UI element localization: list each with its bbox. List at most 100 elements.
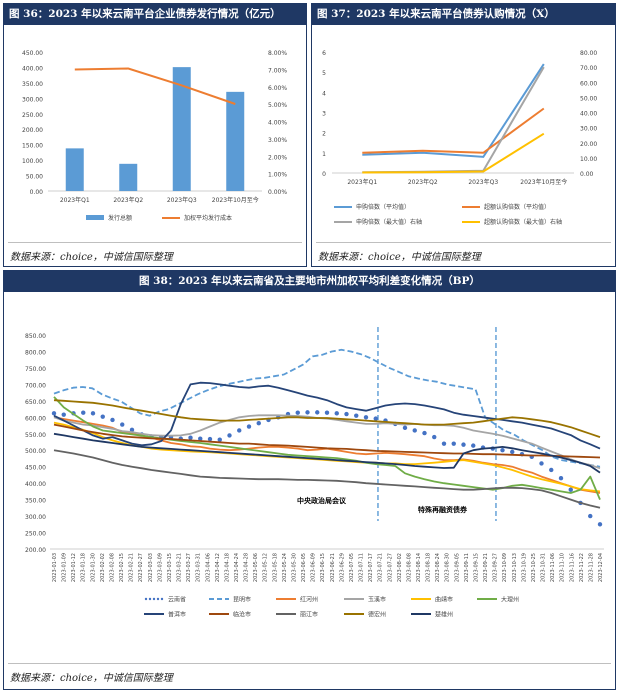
legend-label: 丽江市 xyxy=(300,611,318,619)
figure37-separator xyxy=(316,242,611,243)
x-tick-label: 2023-08-08 xyxy=(406,553,412,582)
x-tick-label: 2023-03-31 xyxy=(196,553,202,582)
legend-swatch xyxy=(86,215,104,220)
x-tick-label: 2023-02-27 xyxy=(138,553,144,582)
series-point-0 xyxy=(471,443,476,448)
x-tick-label: 2023-10-13 xyxy=(512,553,518,582)
legend-label: 临沧市 xyxy=(233,611,251,619)
legend-swatch xyxy=(160,597,164,601)
legend-label: 申购倍数（最大值）右轴 xyxy=(356,218,422,226)
x-tick-label: 2023-07-27 xyxy=(387,553,393,582)
y2-tick-label: 40.00 xyxy=(580,111,597,118)
series-point-0 xyxy=(100,414,105,419)
x-tick-label: 2023-04-12 xyxy=(215,553,221,582)
y-tick-label: 450.00 xyxy=(25,465,46,472)
x-tick-label: 2023-01-12 xyxy=(71,553,77,582)
series-point-0 xyxy=(295,410,300,415)
y2-tick-label: 8.00% xyxy=(268,50,287,57)
x-tick-label: 2023-04-24 xyxy=(234,553,240,582)
x-tick-label: 2023-08-18 xyxy=(426,553,432,582)
figure38-title: 图 38：2023 年以来云南省及主要地市州加权平均利差变化情况（BP） xyxy=(4,271,615,292)
x-tick-label: 2023-01-30 xyxy=(90,553,96,582)
legend-label: 红河州 xyxy=(300,596,318,604)
figure38-separator xyxy=(8,663,611,664)
legend-label: 发行总额 xyxy=(108,214,132,222)
y2-tick-label: 6.00% xyxy=(268,85,287,92)
x-tick-label: 2023-11-06 xyxy=(550,553,556,582)
figure36-chart: 450.00 400.00 350.00 300.00 250.00 200.00 150.… xyxy=(22,50,287,222)
x-tick-label: 2023-04-18 xyxy=(224,553,230,582)
series-point-0 xyxy=(256,421,261,426)
legend-label: 玉溪市 xyxy=(368,596,386,604)
series-point-0 xyxy=(412,428,417,433)
x-tick-label: 2023-06-21 xyxy=(330,553,336,582)
series-point-0 xyxy=(315,410,320,415)
y2-tick-label: 30.00 xyxy=(580,126,597,133)
series-point-0 xyxy=(432,434,437,440)
y2-tick-label: 70.00 xyxy=(580,65,597,72)
x-tick-label: 2023-09-05 xyxy=(454,553,460,582)
x-tick-label: 2023-05-18 xyxy=(272,553,278,582)
x-tick-label: 2023-04-06 xyxy=(205,553,211,582)
y-tick-label: 1 xyxy=(322,151,326,158)
series-point-0 xyxy=(422,430,427,436)
series-point-0 xyxy=(51,411,57,416)
x-tick-label: 2023-09-15 xyxy=(473,553,479,582)
legend-swatch xyxy=(152,597,156,601)
series-line-2 xyxy=(362,66,545,174)
x-tick-label: 2023-09-11 xyxy=(464,553,470,582)
y-tick-label: 650.00 xyxy=(25,399,46,406)
x-tick-label: 2023-05-06 xyxy=(253,553,259,582)
x-tick-label: 2023-10-19 xyxy=(521,553,527,582)
x-tick-label: 2023-05-24 xyxy=(282,553,288,582)
series-point-0 xyxy=(510,449,515,455)
series-point-0 xyxy=(227,433,232,438)
figure36-title: 图 36：2023 年以来云南平台企业债券发行情况（亿元） xyxy=(4,4,306,25)
series-point-0 xyxy=(129,427,135,433)
series-point-0 xyxy=(558,476,564,481)
bar xyxy=(226,91,245,191)
x-tick-label: 2023年Q1 xyxy=(60,196,90,204)
x-tick-label: 2023-10-25 xyxy=(531,553,537,582)
series-point-0 xyxy=(549,467,554,473)
y-tick-label: 550.00 xyxy=(25,432,46,439)
y-tick-label: 200.00 xyxy=(22,127,43,134)
x-tick-label: 2023-03-03 xyxy=(148,553,154,582)
figure37-source: 数据来源：choice，中诚信国际整理 xyxy=(318,252,481,263)
y-tick-label: 250.00 xyxy=(25,531,46,538)
legend-label: 加权平均发行成本 xyxy=(184,214,232,222)
x-tick-label: 2023年Q3 xyxy=(468,178,498,186)
series-point-0 xyxy=(305,410,310,415)
x-tick-label: 2023年10月至今 xyxy=(212,196,259,204)
x-tick-label: 2023-08-02 xyxy=(397,553,403,582)
series-point-0 xyxy=(441,441,447,446)
y-tick-label: 3 xyxy=(322,111,326,118)
x-tick-label: 2023年10月至今 xyxy=(520,178,567,186)
x-tick-label: 2023-03-27 xyxy=(186,553,192,582)
series-line-weighted-cost xyxy=(74,67,236,105)
x-tick-label: 2023-05-30 xyxy=(291,553,297,582)
x-tick-label: 2023-03-15 xyxy=(167,553,173,582)
series-point-0 xyxy=(597,522,603,527)
y-tick-label: 750.00 xyxy=(25,366,46,373)
y-tick-label: 400.00 xyxy=(22,65,43,72)
legend-swatch xyxy=(144,597,148,601)
series-point-0 xyxy=(363,415,369,420)
x-tick-label: 2023-07-17 xyxy=(368,553,374,582)
y2-tick-label: 3.00% xyxy=(268,137,287,144)
legend-label: 普洱市 xyxy=(168,611,186,619)
x-tick-label: 2023-07-05 xyxy=(349,553,355,582)
series-point-0 xyxy=(110,417,115,423)
y-tick-label: 450.00 xyxy=(22,50,43,57)
x-tick-label: 2023-02-21 xyxy=(129,553,135,582)
x-tick-label: 2023-02-15 xyxy=(119,553,125,582)
y-tick-label: 250.00 xyxy=(22,112,43,119)
series-line-10 xyxy=(53,432,601,474)
y-tick-label: 6 xyxy=(322,50,326,57)
series-point-0 xyxy=(188,435,193,440)
y-tick-label: 300.00 xyxy=(22,96,43,103)
legend-label: 昆明市 xyxy=(233,596,251,604)
series-line-1 xyxy=(362,107,545,154)
x-tick-label: 2023-08-14 xyxy=(416,553,422,582)
y-tick-label: 500.00 xyxy=(25,448,46,455)
